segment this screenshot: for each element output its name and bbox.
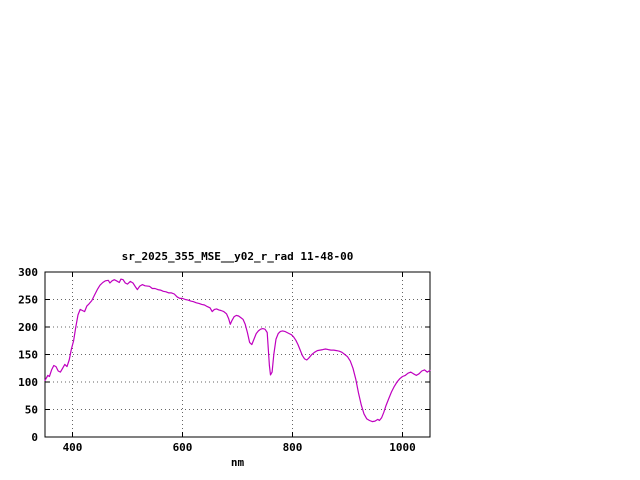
tick-marks: [45, 271, 430, 438]
x-tick-label: 400: [63, 441, 83, 454]
y-tick-label: 0: [31, 431, 38, 444]
y-tick-label: 50: [25, 404, 38, 417]
plot-border: [44, 271, 431, 438]
chart-title: sr_2025_355_MSE__y02_r_rad 11-48-00: [121, 250, 354, 263]
grid-lines: [45, 272, 430, 437]
x-axis-label: nm: [230, 456, 245, 469]
tick-labels: 400 600 800 1000 0 50 100 150 200 250 300: [18, 266, 416, 454]
x-tick-label: 1000: [389, 441, 416, 454]
y-tick-label: 300: [18, 266, 38, 279]
y-tick-label: 250: [18, 294, 38, 307]
y-tick-label: 200: [18, 321, 38, 334]
y-tick-label: 150: [18, 349, 38, 362]
x-tick-label: 600: [173, 441, 193, 454]
series-line-sr_2025_355_MSE__y02_r_rad: [44, 278, 431, 423]
x-tick-label: 800: [283, 441, 303, 454]
y-tick-label: 100: [18, 376, 38, 389]
